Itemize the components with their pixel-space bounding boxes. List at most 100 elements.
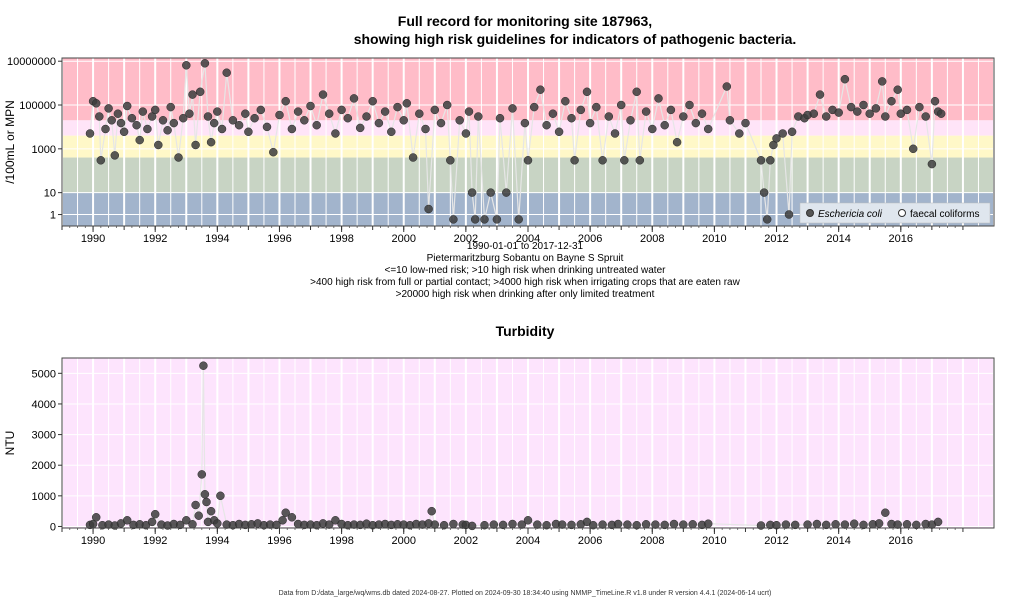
c1-point-14: [132, 120, 141, 130]
c1-point-145: [840, 74, 850, 84]
c2-point-17: [182, 516, 191, 525]
c1-point-102: [582, 87, 592, 97]
c2-point-26: [206, 506, 216, 516]
c2-point-29: [216, 491, 225, 501]
c1-point-98: [561, 96, 570, 106]
c2-xtick-label-11: 2012: [764, 535, 788, 547]
c2-point-73: [498, 520, 508, 530]
c1-point-79: [461, 129, 471, 138]
c1-point-151: [877, 77, 887, 86]
c1-point-36: [213, 107, 222, 116]
c1-point-155: [896, 109, 906, 118]
c1-point-121: [691, 118, 701, 128]
c2-point-75: [517, 520, 527, 529]
c1-point-106: [604, 112, 614, 121]
c1-point-29: [188, 90, 197, 99]
info-line-date-range: 1990-01-01 to 2017-12-31: [467, 241, 584, 252]
c1-point-40: [234, 120, 244, 130]
c2-xtick-label-8: 2006: [578, 535, 602, 547]
c1-point-148: [859, 100, 868, 110]
c1-point-135: [784, 210, 794, 219]
c2-point-70: [467, 521, 477, 531]
chart1-y-axis: 10000000 100000 1000 10 1: [7, 56, 62, 222]
c2-xtick-label-13: 2016: [889, 535, 913, 547]
c1-point-15: [135, 135, 144, 145]
c1-point-35: [209, 118, 219, 128]
c1-point-2: [91, 99, 101, 108]
c1-point-92: [523, 156, 533, 165]
c2-point-20: [194, 511, 203, 520]
c1-point-47: [275, 110, 284, 120]
c1-point-122: [697, 109, 707, 118]
c2-point-94: [679, 520, 688, 529]
c1-xtick-label-6: 2002: [454, 233, 478, 245]
c2-point-114: [893, 520, 902, 529]
c1-xtick-label-5: 2000: [391, 233, 415, 245]
c2-point-23: [200, 490, 210, 499]
c1-point-161: [930, 96, 940, 106]
c1-point-163: [936, 109, 946, 118]
c1-point-90: [514, 215, 523, 224]
c1-point-136: [787, 127, 797, 137]
c1-point-130: [762, 215, 772, 224]
c2-point-109: [859, 520, 868, 530]
c2-point-101: [781, 520, 791, 529]
c2-point-91: [651, 520, 660, 529]
c1-point-100: [570, 156, 579, 165]
c2-xtick-label-6: 2002: [454, 535, 478, 547]
chart2-title: Turbidity: [496, 323, 555, 339]
c2-point-28: [213, 519, 222, 528]
c1-point-97: [554, 127, 564, 137]
c1-point-9: [113, 109, 123, 118]
legend-marker-faecal: [898, 209, 906, 217]
c2-point-22: [199, 361, 208, 370]
c1-point-86: [492, 215, 502, 224]
c1-point-12: [122, 101, 132, 111]
c1-point-95: [542, 120, 551, 130]
c2-xtick-label-0: 1990: [81, 535, 105, 547]
c1-point-7: [107, 116, 116, 125]
c2-xtick-label-12: 2014: [826, 535, 850, 547]
c1-point-26: [178, 113, 188, 123]
c1-point-32: [200, 59, 210, 68]
c2-point-97: [703, 519, 713, 528]
c1-point-123: [703, 124, 713, 134]
c1-point-62: [368, 96, 377, 106]
c1-xtick-label-9: 2008: [640, 233, 664, 245]
c1-point-124: [722, 82, 732, 91]
c1-point-112: [635, 156, 645, 165]
c1-point-109: [620, 156, 629, 165]
c2-xtick-label-4: 1998: [329, 535, 353, 547]
c1-point-30: [191, 140, 200, 150]
c2-point-67: [449, 519, 458, 529]
c1-point-118: [672, 137, 682, 147]
c2-point-12: [150, 509, 160, 519]
c1-xtick-label-12: 2014: [826, 233, 850, 245]
c2-point-47: [324, 520, 334, 529]
c1-xtick-label-1: 1992: [143, 233, 167, 245]
c2-point-102: [790, 520, 800, 530]
c1-point-52: [306, 101, 315, 111]
legend-box: [799, 202, 991, 224]
c2-point-72: [489, 520, 499, 529]
c1-xtick-label-3: 1996: [267, 233, 291, 245]
c2-xtick-label-10: 2010: [702, 535, 726, 547]
c1-point-44: [256, 105, 266, 115]
c1-point-51: [300, 116, 309, 125]
c1-point-61: [362, 112, 371, 121]
c1-point-101: [576, 105, 586, 115]
c2-ytick-label-3: 3000: [32, 430, 56, 442]
c1-point-0: [85, 129, 95, 138]
c2-point-7: [122, 516, 132, 525]
c2-point-108: [849, 519, 859, 528]
c1-point-27: [182, 61, 191, 70]
c1-point-5: [101, 124, 110, 134]
c1-point-20: [154, 140, 163, 150]
c1-point-144: [834, 108, 843, 117]
c1-xtick-label-10: 2010: [702, 233, 726, 245]
c1-point-55: [324, 109, 334, 118]
c1-point-89: [508, 104, 517, 113]
c2-point-11: [147, 517, 157, 527]
c1-point-19: [150, 105, 160, 115]
info-line-risk-1: <=10 low-med risk; >10 high risk when dr…: [385, 265, 667, 276]
